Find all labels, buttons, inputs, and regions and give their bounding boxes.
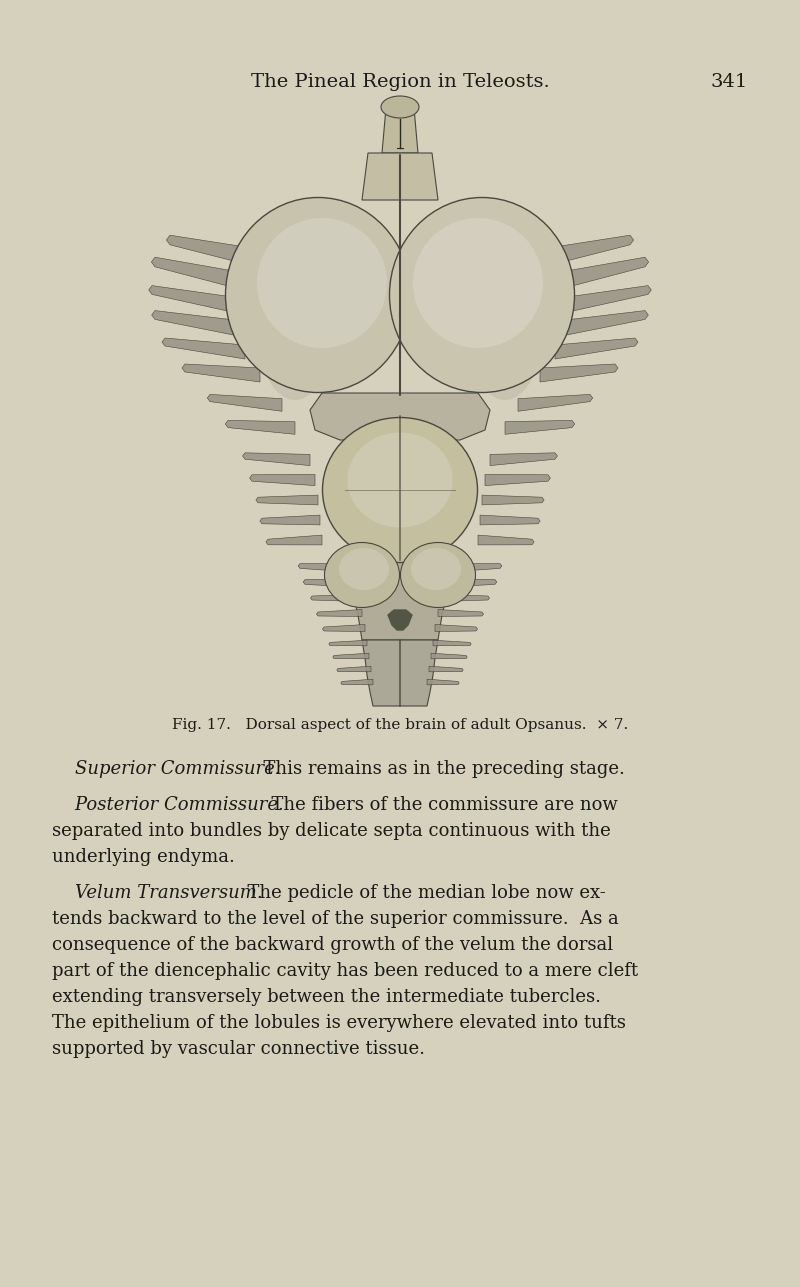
Text: ​Velum Transversum.: ​Velum Transversum.	[52, 884, 262, 902]
Text: underlying endyma.: underlying endyma.	[52, 848, 235, 866]
Text: extending transversely between the intermediate tubercles.: extending transversely between the inter…	[52, 988, 601, 1006]
Polygon shape	[431, 654, 467, 659]
Polygon shape	[333, 654, 369, 659]
Ellipse shape	[411, 548, 461, 589]
Polygon shape	[162, 338, 245, 359]
Text: The epithelium of the lobules is everywhere elevated into tufts: The epithelium of the lobules is everywh…	[52, 1014, 626, 1032]
Polygon shape	[427, 680, 459, 685]
Polygon shape	[429, 667, 463, 672]
Polygon shape	[518, 394, 593, 412]
Polygon shape	[555, 338, 638, 359]
Text: 341: 341	[710, 73, 748, 91]
Text: The pedicle of the median lobe now ex-: The pedicle of the median lobe now ex-	[236, 884, 606, 902]
Polygon shape	[303, 579, 358, 587]
Polygon shape	[242, 453, 310, 466]
Text: The Pineal Region in Teleosts.: The Pineal Region in Teleosts.	[250, 73, 550, 91]
Polygon shape	[563, 310, 648, 336]
Ellipse shape	[226, 197, 410, 393]
Polygon shape	[442, 579, 497, 587]
Polygon shape	[341, 680, 373, 685]
Polygon shape	[433, 640, 471, 646]
Polygon shape	[490, 453, 558, 466]
Polygon shape	[435, 624, 478, 632]
Polygon shape	[207, 394, 282, 412]
Polygon shape	[337, 667, 371, 672]
Polygon shape	[482, 495, 544, 505]
Polygon shape	[298, 564, 355, 573]
Text: The fibers of the commissure are now: The fibers of the commissure are now	[260, 795, 618, 813]
Polygon shape	[149, 286, 235, 313]
Ellipse shape	[325, 543, 399, 607]
Ellipse shape	[255, 239, 335, 400]
Ellipse shape	[339, 548, 389, 589]
Polygon shape	[322, 624, 365, 632]
Polygon shape	[260, 515, 320, 525]
Polygon shape	[250, 475, 315, 485]
Polygon shape	[445, 564, 502, 573]
Polygon shape	[388, 610, 412, 631]
Polygon shape	[310, 595, 360, 601]
Polygon shape	[440, 595, 490, 601]
Ellipse shape	[381, 97, 419, 118]
Ellipse shape	[401, 543, 475, 607]
Text: tends backward to the level of the superior commissure.  As a: tends backward to the level of the super…	[52, 910, 618, 928]
Ellipse shape	[413, 218, 543, 347]
Text: This remains as in the preceding stage.: This remains as in the preceding stage.	[252, 761, 625, 779]
Polygon shape	[152, 310, 237, 336]
Ellipse shape	[465, 239, 545, 400]
Polygon shape	[563, 257, 649, 288]
Polygon shape	[540, 364, 618, 382]
Polygon shape	[565, 286, 651, 313]
Polygon shape	[310, 393, 490, 440]
Ellipse shape	[322, 417, 478, 562]
Polygon shape	[438, 610, 483, 616]
Polygon shape	[478, 535, 534, 544]
Ellipse shape	[347, 432, 453, 528]
Text: part of the diencephalic cavity has been reduced to a mere cleft: part of the diencephalic cavity has been…	[52, 961, 638, 979]
Polygon shape	[317, 610, 362, 616]
Polygon shape	[505, 421, 574, 434]
Polygon shape	[382, 108, 418, 153]
Ellipse shape	[257, 218, 387, 347]
Polygon shape	[266, 535, 322, 544]
Polygon shape	[151, 257, 237, 288]
Polygon shape	[182, 364, 260, 382]
Text: consequence of the backward growth of the velum the dorsal: consequence of the backward growth of th…	[52, 936, 613, 954]
Text: ​Superior Commissure.: ​Superior Commissure.	[52, 761, 281, 779]
Polygon shape	[345, 560, 455, 640]
Ellipse shape	[390, 197, 574, 393]
Text: ​Posterior Commissure.: ​Posterior Commissure.	[52, 795, 284, 813]
Polygon shape	[362, 153, 438, 199]
Polygon shape	[329, 640, 367, 646]
Text: Fig. 17.   Dorsal aspect of the brain of adult Opsanus.  × 7.: Fig. 17. Dorsal aspect of the brain of a…	[172, 718, 628, 732]
Polygon shape	[256, 495, 318, 505]
Polygon shape	[557, 236, 634, 264]
Polygon shape	[362, 640, 438, 707]
Polygon shape	[226, 421, 295, 434]
Polygon shape	[166, 236, 243, 264]
Text: separated into bundles by delicate septa continuous with the: separated into bundles by delicate septa…	[52, 822, 610, 840]
Text: supported by vascular connective tissue.: supported by vascular connective tissue.	[52, 1040, 425, 1058]
Ellipse shape	[370, 445, 430, 535]
Polygon shape	[480, 515, 540, 525]
Polygon shape	[485, 475, 550, 485]
